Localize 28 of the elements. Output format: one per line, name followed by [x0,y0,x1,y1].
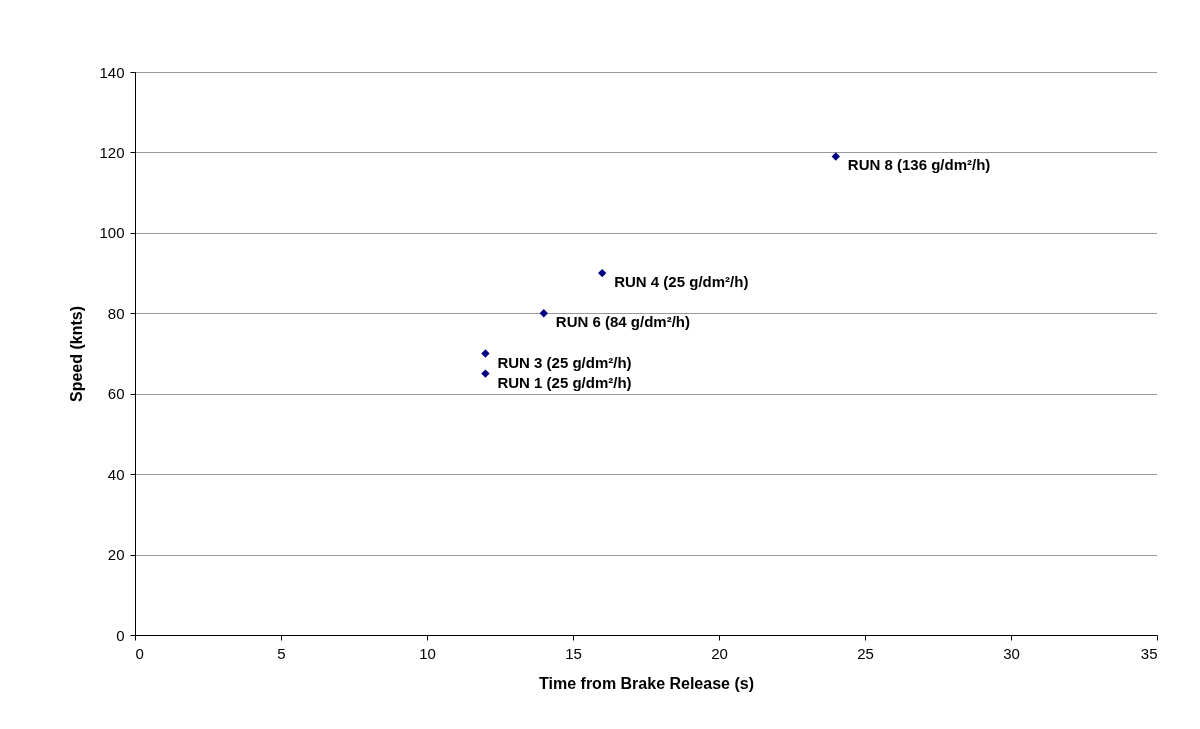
x-tick-label: 25 [857,644,874,662]
annotation: RUN 8 (136 g/dm²/h) [847,156,991,174]
x-tick-label: 5 [277,644,286,662]
x-tick-label: 10 [419,644,436,662]
point [539,309,548,318]
y-tick-label: 100 [99,224,125,242]
y-tick-label: 40 [107,465,125,483]
y-tick-label: 80 [107,304,125,322]
x-tick-label: 15 [565,644,582,662]
annotation: RUN 1 (25 g/dm²/h) [497,373,632,391]
point [831,152,840,161]
y-tick-label: 0 [116,626,125,644]
x-tick-label: 35 [1140,644,1158,662]
x-tick-label: 30 [1003,644,1020,662]
y-tick-label: 140 [99,63,125,81]
point [598,268,607,278]
x-tick-label: 20 [711,644,728,662]
annotation: RUN 4 (25 g/dm²/h) [614,273,749,291]
point [481,369,490,378]
y-axis-title: Speed (knts) [68,305,86,403]
y-tick-label: 120 [99,143,125,161]
annotation: RUN 6 (84 g/dm²/h) [555,313,690,331]
annotation: RUN 3 (25 g/dm²/h) [497,353,632,371]
x-tick-label: 0 [135,644,144,662]
x-axis-title: Time from Brake Release (s) [539,674,754,692]
y-tick-label: 20 [107,546,125,564]
point [481,349,490,358]
y-tick-label: 60 [107,385,125,403]
